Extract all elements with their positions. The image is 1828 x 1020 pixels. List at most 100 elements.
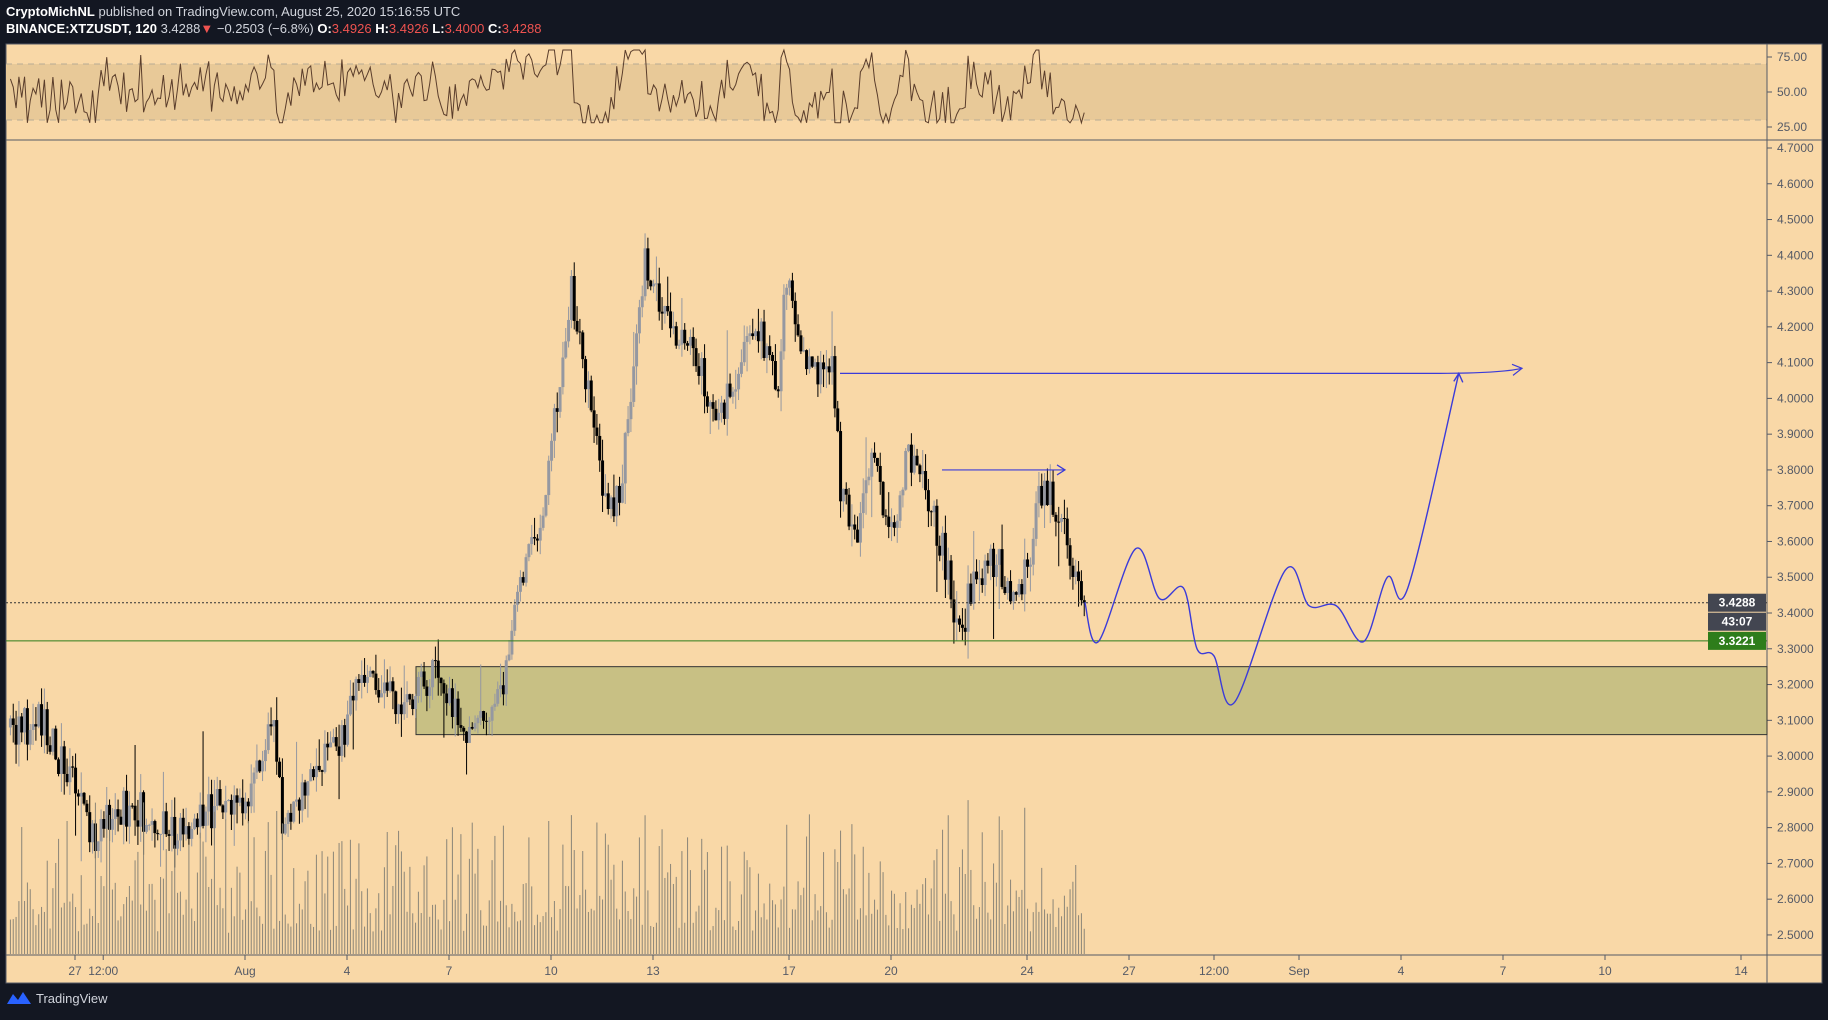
candle-down <box>312 769 316 778</box>
candle-up <box>453 698 457 717</box>
candle-up <box>348 695 352 715</box>
time-tick-label: 12:00 <box>1199 964 1229 978</box>
candle-up <box>861 493 865 514</box>
candle-down <box>756 331 760 342</box>
publish-info: CryptoMichNL published on TradingView.co… <box>6 4 460 19</box>
price-tick-label: 2.6000 <box>1777 892 1814 906</box>
candle-down <box>210 794 214 829</box>
arrow-head-icon <box>1453 371 1464 383</box>
candle-down <box>822 362 826 370</box>
candle-down <box>173 816 177 849</box>
candle-down <box>986 560 990 566</box>
candle-up <box>224 800 228 813</box>
candle-down <box>884 515 888 517</box>
candle-up <box>955 618 959 623</box>
price-tick-label: 3.7000 <box>1777 499 1814 513</box>
candle-down <box>76 793 80 797</box>
candle-up <box>748 333 752 337</box>
candle-down <box>445 693 449 704</box>
arrow-head-icon <box>1511 363 1524 376</box>
candle-down <box>918 465 922 475</box>
candle-up <box>912 455 916 473</box>
candle-up <box>499 685 503 690</box>
candle-down <box>980 578 984 586</box>
candle-down <box>666 306 670 312</box>
price-tick-label: 4.7000 <box>1777 141 1814 155</box>
candle-down <box>833 356 837 409</box>
candle-down <box>195 818 199 828</box>
candle-up <box>346 714 350 745</box>
candle-down <box>646 248 650 281</box>
candle-up <box>785 287 789 295</box>
candle-up <box>28 729 32 745</box>
candle-up <box>23 708 27 733</box>
candle-up <box>530 537 534 545</box>
down-arrow-icon: ▼ <box>200 21 214 36</box>
candle-up <box>807 356 811 370</box>
candle-down <box>425 686 429 696</box>
candle-down <box>25 708 29 745</box>
candle-down <box>887 516 891 527</box>
candle-down <box>1054 514 1058 522</box>
candle-down <box>436 660 440 678</box>
candle-up <box>79 792 83 797</box>
candle-up <box>113 809 117 819</box>
candle-down <box>34 724 38 727</box>
symbol[interactable]: BINANCE:XTZUSDT, 120 <box>6 21 157 36</box>
candle-down <box>1040 485 1044 506</box>
candle-up <box>994 564 998 578</box>
candle-down <box>943 532 947 580</box>
candle-down <box>337 746 341 756</box>
candle-up <box>841 488 845 502</box>
candle-up <box>544 495 548 516</box>
candle-down <box>660 311 664 314</box>
candle-up <box>898 495 902 521</box>
candle-down <box>805 350 809 370</box>
brand-name[interactable]: TradingView <box>36 990 108 1006</box>
close-value: 3.4288 <box>501 21 542 36</box>
candle-down <box>935 505 939 546</box>
candle-down <box>229 799 233 815</box>
candle-up <box>244 801 248 814</box>
candle-up <box>680 329 684 345</box>
candle-down <box>456 698 460 726</box>
candle-up <box>1006 581 1010 594</box>
candle-down <box>465 731 469 743</box>
price-tick-label: 3.9000 <box>1777 427 1814 441</box>
last-price: 3.4288 <box>160 21 201 36</box>
candle-up <box>997 549 1001 565</box>
demand-zone <box>415 666 1768 736</box>
high-value: 3.4926 <box>388 21 429 36</box>
candle-down <box>601 460 605 496</box>
price-tick-label: 2.8000 <box>1777 821 1814 835</box>
candle-down <box>924 470 928 491</box>
time-tick-label: 13 <box>646 964 660 978</box>
candle-up <box>720 402 724 413</box>
time-tick-label: 4 <box>1398 964 1405 978</box>
price-tick-label: 3.3000 <box>1777 642 1814 656</box>
candle-up <box>493 703 497 707</box>
candle-up <box>227 799 231 801</box>
candle-down <box>703 358 707 397</box>
candle-up <box>416 676 420 696</box>
candle-down <box>1065 518 1069 546</box>
candle-down <box>462 727 466 732</box>
candle-up <box>306 781 310 796</box>
candle-up <box>329 742 333 748</box>
candle-down <box>711 402 715 409</box>
candle-up <box>380 693 384 698</box>
candle-up <box>249 783 253 807</box>
candle-up <box>921 470 925 475</box>
candle-up <box>402 702 406 715</box>
candle-down <box>278 761 282 778</box>
candle-up <box>765 346 769 359</box>
candle-up <box>1037 485 1041 504</box>
candle-down <box>1000 549 1004 587</box>
candle-down <box>482 711 486 721</box>
candle-down <box>598 435 602 461</box>
candle-down <box>853 524 857 530</box>
candle-up <box>518 577 522 592</box>
price-tick-label: 4.3000 <box>1777 284 1814 298</box>
footer: TradingView <box>6 990 108 1006</box>
